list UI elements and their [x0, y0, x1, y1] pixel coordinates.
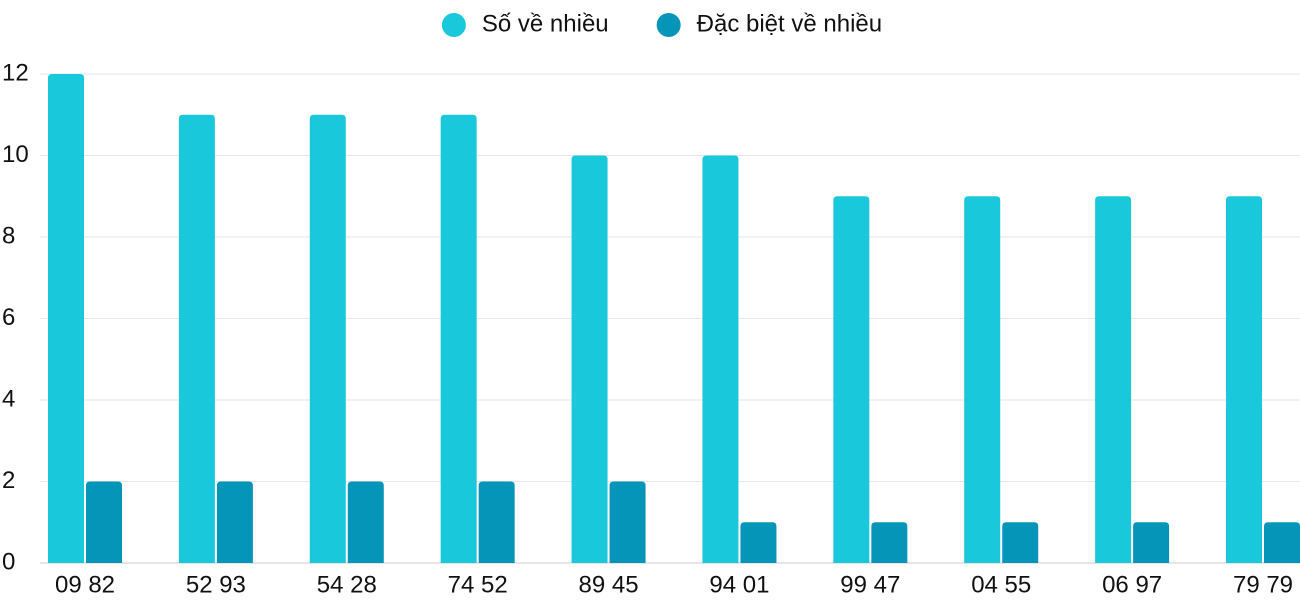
- x-tick-label: 94 01: [709, 571, 769, 598]
- y-tick-label: 4: [2, 385, 15, 412]
- bar: [571, 155, 608, 563]
- legend-label: Số về nhiều: [482, 10, 609, 37]
- bar: [1095, 196, 1132, 563]
- bar: [440, 114, 477, 563]
- legend: Số về nhiều Đặc biệt về nhiều: [441, 10, 882, 37]
- x-tick-label: 89 45: [579, 571, 639, 598]
- x-tick-label: 79 79: [1233, 571, 1293, 598]
- y-tick-label: 6: [2, 304, 15, 331]
- bar: [86, 481, 122, 563]
- bar: [609, 481, 646, 563]
- bar: [1226, 196, 1262, 563]
- legend-label: Đặc biệt về nhiều: [697, 10, 882, 37]
- legend-marker: [656, 13, 681, 37]
- legend-marker: [441, 13, 466, 37]
- bar: [178, 114, 215, 563]
- x-tick-label: 74 52: [448, 571, 508, 598]
- y-tick-label: 0: [2, 548, 15, 575]
- x-tick-label: 99 47: [840, 571, 900, 598]
- y-tick-label: 12: [2, 59, 29, 86]
- bar: [964, 196, 1001, 563]
- bar: [48, 74, 84, 563]
- y-tick-label: 8: [2, 222, 15, 249]
- x-tick-label: 52 93: [186, 571, 246, 598]
- bar: [478, 481, 515, 563]
- y-tick-label: 10: [2, 141, 29, 168]
- bar: [1002, 522, 1039, 563]
- y-tick-label: 2: [2, 467, 15, 494]
- x-tick-label: 09 82: [55, 571, 115, 598]
- bar: [702, 155, 739, 563]
- bar: [833, 196, 870, 563]
- bar: [1133, 522, 1170, 563]
- x-tick-label: 04 55: [971, 571, 1031, 598]
- x-tick-label: 06 97: [1102, 571, 1162, 598]
- bar: [740, 522, 777, 563]
- bar: [871, 522, 908, 563]
- bar: [309, 114, 346, 563]
- x-tick-label: 54 28: [317, 571, 377, 598]
- bar: [216, 481, 253, 563]
- bar: [347, 481, 384, 563]
- bar: [1264, 522, 1300, 563]
